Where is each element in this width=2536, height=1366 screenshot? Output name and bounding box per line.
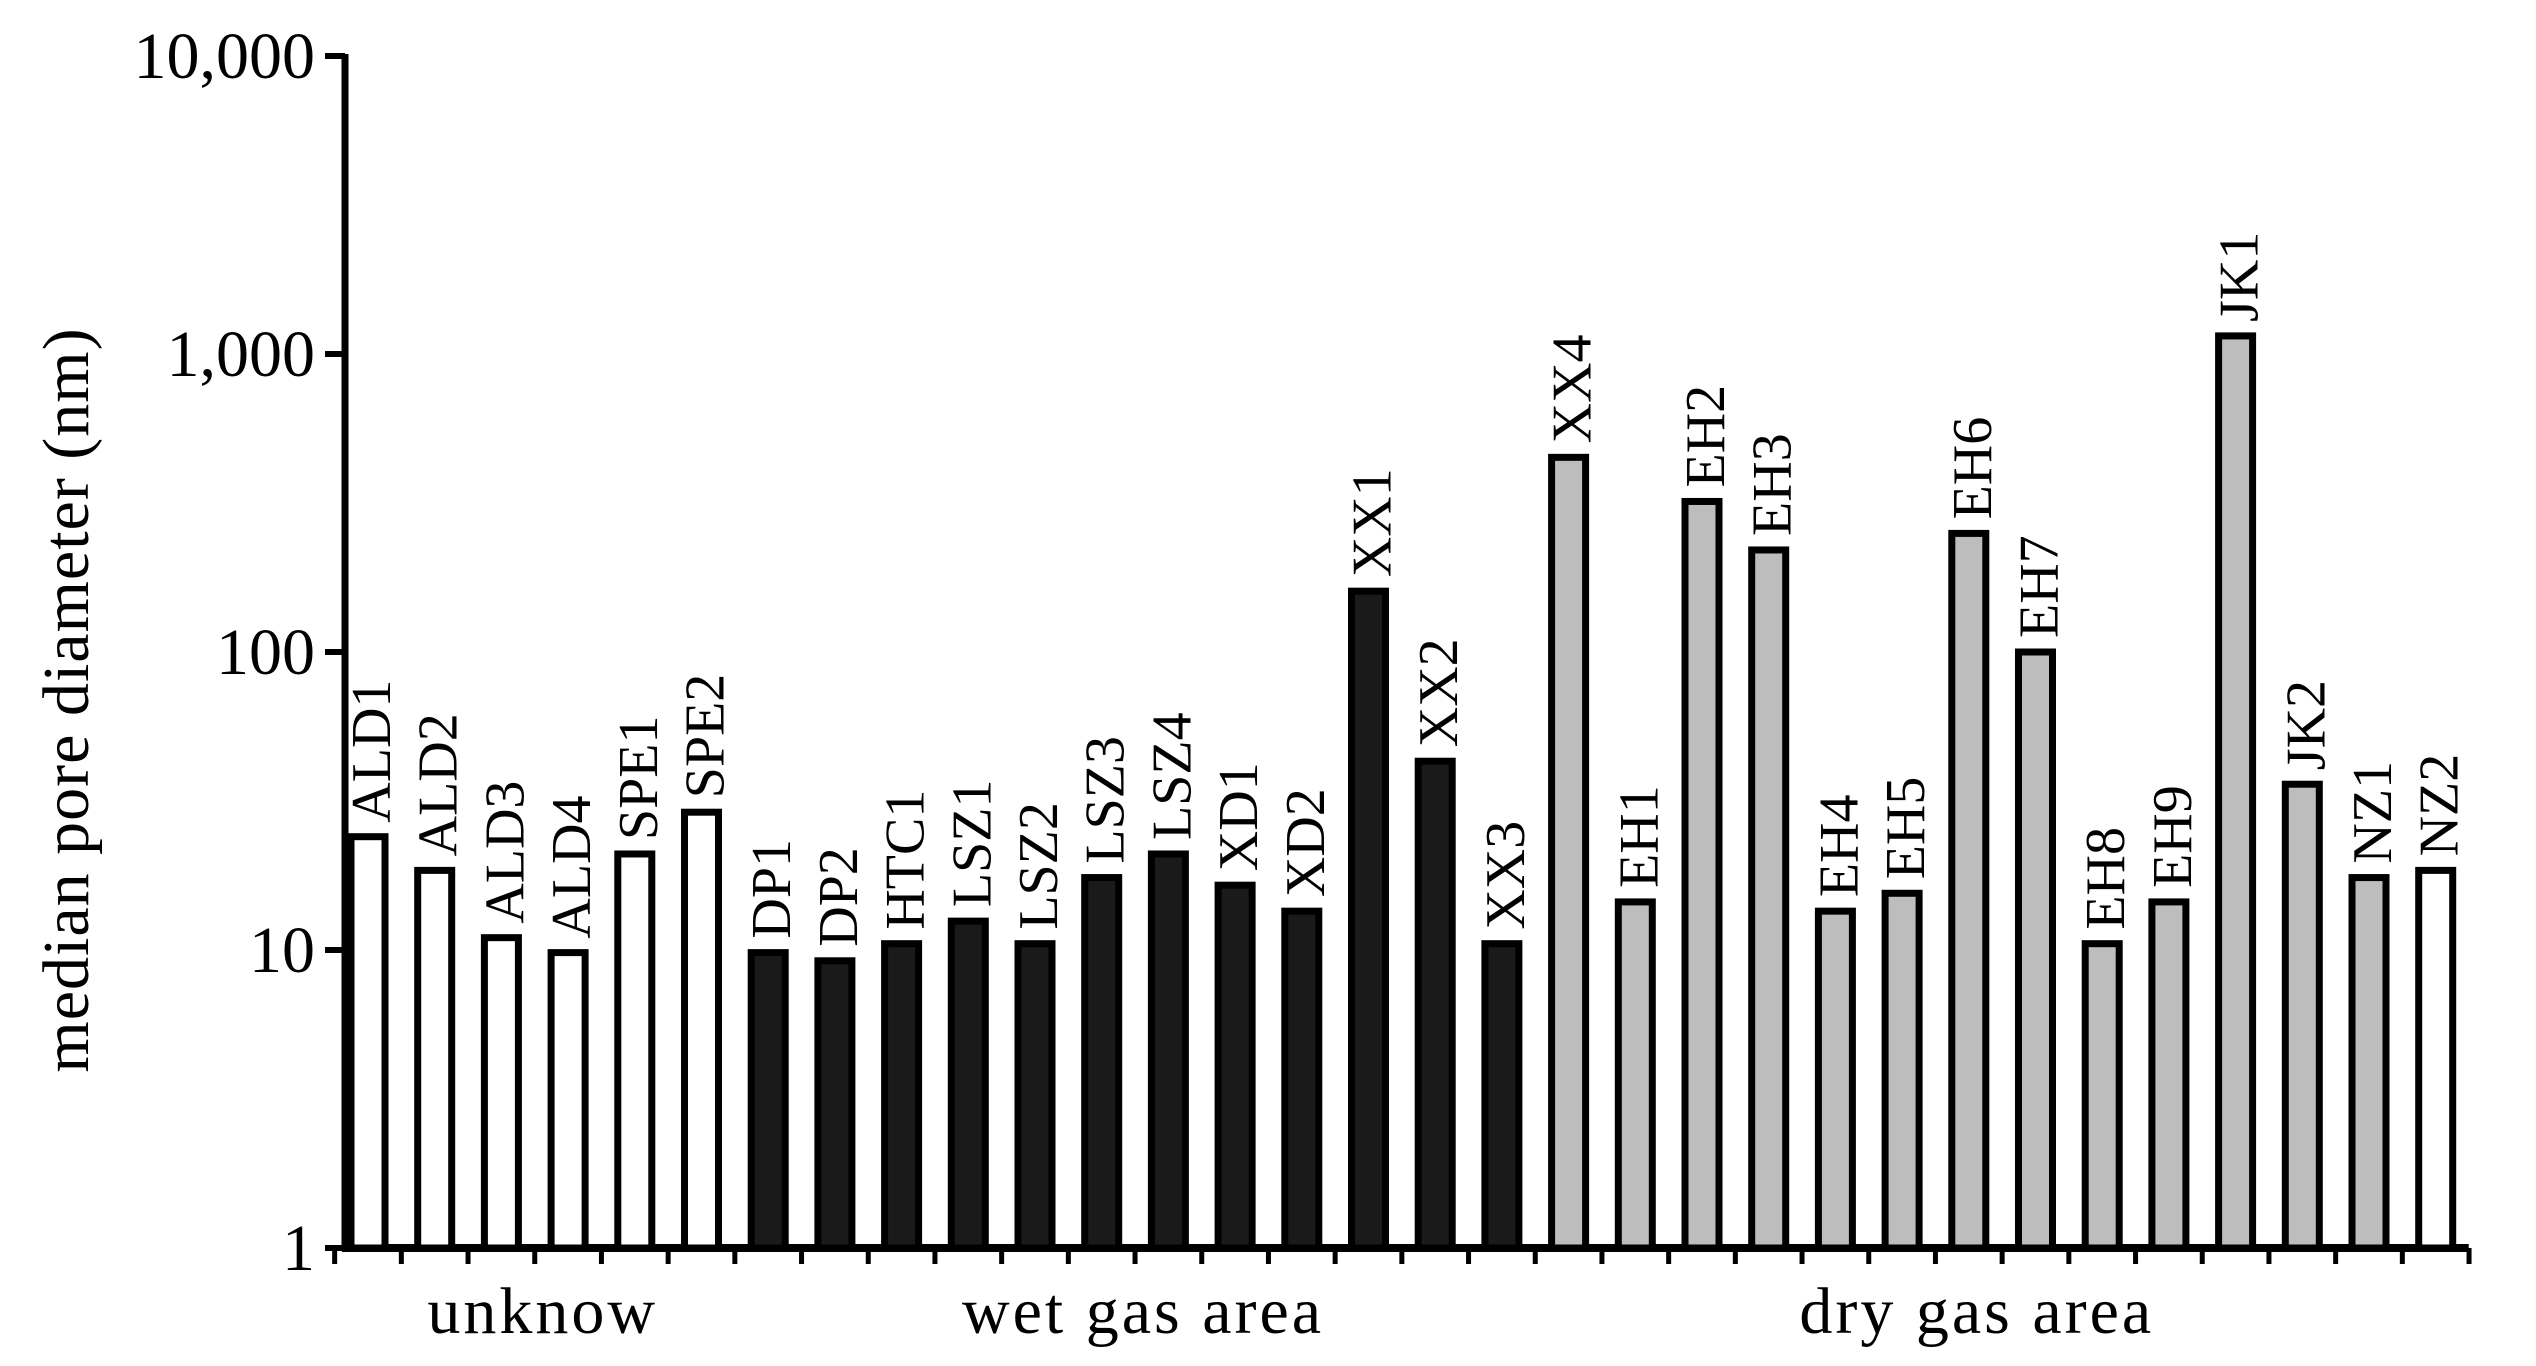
bar-spe1 [614, 850, 656, 1252]
bar-label: NZ2 [2409, 754, 2471, 857]
bar-lsz3 [1081, 874, 1123, 1252]
bar-label: DP2 [808, 847, 870, 947]
y-tick-label: 100 [216, 616, 315, 689]
bar-xx3 [1481, 940, 1523, 1252]
bar-eh3 [1748, 546, 1790, 1252]
bars [347, 332, 2457, 1252]
group-label: dry gas area [1799, 1275, 2154, 1348]
bar-ald2 [414, 866, 456, 1252]
bar-nz2 [2415, 866, 2457, 1252]
bar-eh7 [2015, 648, 2056, 1252]
bar-label: EH5 [1875, 777, 1937, 880]
bar-label: EH9 [2142, 785, 2204, 888]
bar-ald1 [347, 833, 389, 1252]
bar-xd1 [1214, 881, 1256, 1252]
bar-label: EH7 [2009, 535, 2071, 638]
bar-label: LSZ3 [1075, 736, 1137, 864]
bar-label: ALD1 [341, 680, 403, 823]
bar-eh2 [1681, 497, 1723, 1252]
y-tick-label: 1 [282, 1212, 315, 1285]
bar-nz1 [2348, 874, 2390, 1252]
y-tick-label: 10,000 [134, 20, 316, 93]
bar-lsz4 [1147, 850, 1189, 1252]
bar-spe2 [681, 808, 722, 1252]
bar-lsz2 [1014, 940, 1056, 1252]
bar-label: SPE1 [608, 715, 670, 840]
bar-label: HTC1 [875, 790, 937, 930]
group-label: unknow [427, 1275, 658, 1348]
bar-label: JK2 [2275, 680, 2337, 770]
bar-dp1 [747, 949, 789, 1252]
bar-label: JK1 [2209, 232, 2271, 322]
bar-label: SPE2 [675, 674, 737, 799]
bar-label: NZ1 [2342, 761, 2404, 864]
bar-xx1 [1348, 587, 1389, 1252]
bar-label: EH2 [1675, 385, 1737, 488]
bar-label: EH1 [1608, 785, 1670, 888]
y-axis-label: median pore diameter (nm) [30, 327, 103, 1072]
bar-label: XD2 [1275, 788, 1337, 897]
bar-ald4 [547, 949, 589, 1252]
bar-label: LSZ4 [1141, 712, 1203, 840]
bar-label: XX4 [1542, 334, 1604, 443]
bar-jk2 [2281, 780, 2323, 1252]
bar-xx4 [1548, 453, 1590, 1252]
bar-label: DP1 [741, 839, 803, 939]
bar-ald3 [480, 934, 522, 1252]
y-tick-label: 10 [249, 914, 315, 987]
bar-label: EH6 [1942, 417, 2004, 520]
bar-xx2 [1414, 757, 1456, 1252]
bar-htc1 [881, 940, 923, 1252]
y-tick-label: 1,000 [167, 318, 316, 391]
bar-label: LSZ1 [941, 780, 1003, 908]
bar-eh5 [1881, 889, 1923, 1252]
bar-eh4 [1814, 907, 1856, 1252]
bar-eh8 [2081, 940, 2123, 1252]
bar-label: LSZ2 [1008, 802, 1070, 930]
bar-dp2 [814, 957, 856, 1252]
bar-eh1 [1614, 898, 1656, 1252]
bar-label: ALD3 [474, 781, 536, 924]
bar-label: EH4 [1808, 795, 1870, 898]
bar-eh6 [1948, 529, 1990, 1252]
group-label: wet gas area [962, 1275, 1324, 1348]
bar-label: EH3 [1742, 433, 1804, 536]
bar-label: XX2 [1408, 638, 1470, 747]
bar-xd2 [1281, 907, 1323, 1252]
bar-label: ALD2 [408, 713, 470, 856]
bar-lsz1 [947, 917, 989, 1252]
bar-jk1 [2215, 332, 2257, 1252]
bar-label: XD1 [1208, 762, 1270, 871]
group-labels: unknow wet gas area dry gas area [427, 1275, 2154, 1348]
bar-label: XX1 [1342, 468, 1404, 577]
bar-eh9 [2148, 898, 2190, 1252]
bar-label: XX3 [1475, 821, 1537, 930]
bar-label: ALD4 [541, 796, 603, 939]
bar-label: EH8 [2075, 827, 2137, 930]
